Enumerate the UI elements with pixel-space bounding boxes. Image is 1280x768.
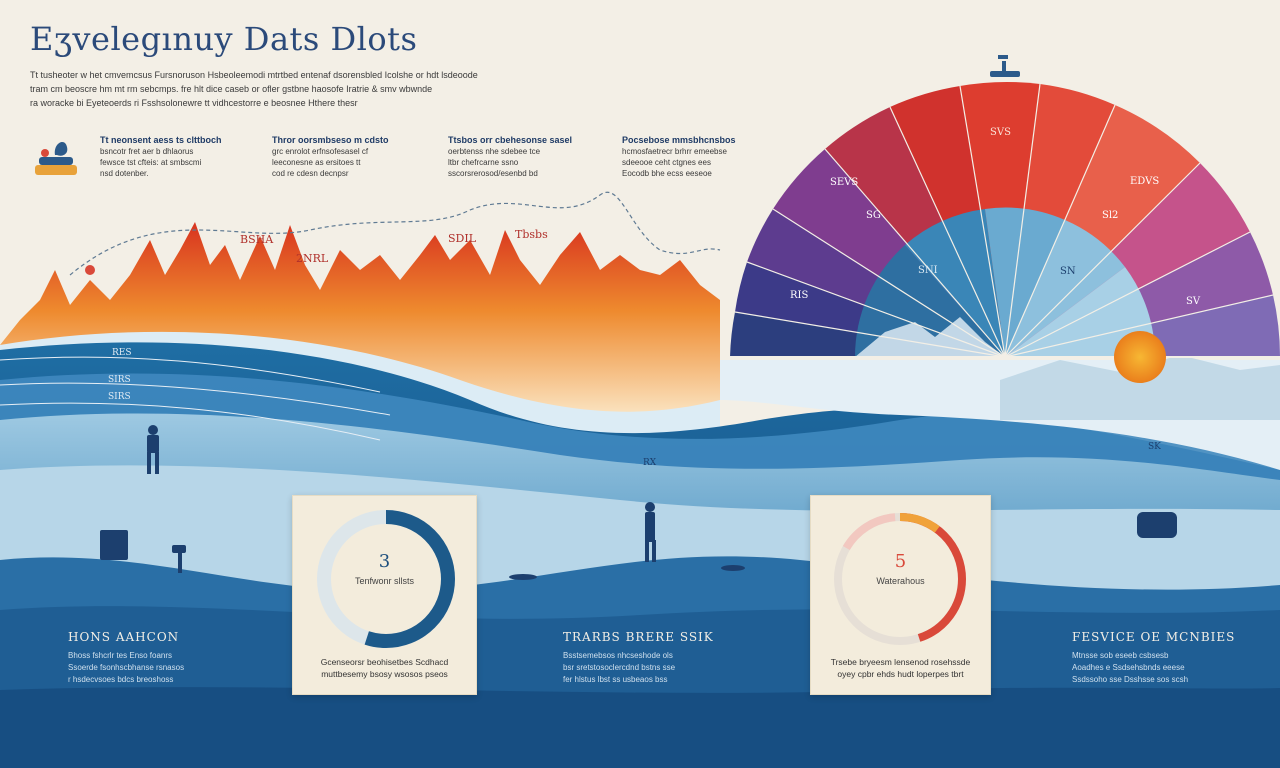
kettle-icon [35,141,77,175]
intro-line: Tt tusheoter w het cmvemcsus Fursnoruson… [30,70,478,80]
note-line: bsncotr fret aer b dhlaorus [100,147,194,156]
note-line: nsd dotenber. [100,169,149,178]
fan-chart [730,81,1280,358]
section-line: Mtnsse sob eseeb csbsesb [1072,651,1169,660]
flame-label: SDIL [448,232,477,245]
note-heading: Pocsebose mmsbhcnsbos [622,135,736,145]
note-line: fewsce tst cfteis: at smbscmi [100,158,202,167]
note-heading: Thror oorsmbseso m cdsto [272,135,389,145]
caption-line: oyey cpbr ehds hudt loperpes tbrt [837,669,964,679]
ring-arc [317,510,455,648]
section-right: FESVICE OE MCNBIES Mtnsse sob eseeb csbs… [1072,630,1272,686]
note-2: Thror oorsmbseso m cdsto grc enrolot erf… [272,135,412,179]
trend-line [69,191,721,276]
note-line: oerbtenss nhe sdebee tce [448,147,541,156]
ring-card-right: 5 Waterahous Trsebe bryeesm lensenod ros… [810,495,991,695]
card-caption: Gcenseorsr beohisetbes Scdhacd muttbesem… [301,656,468,680]
ring-label: Tenfwonr sllsts [354,576,415,586]
section-middle: TRARBS BRERE SSIK Bsstsemebsos nhcseshod… [563,630,763,686]
fan-label: Sl2 [1102,210,1119,221]
fan-label: SEVS [830,177,859,188]
fan-label: SV [1186,296,1201,307]
caption-line: muttbesemy bsosy wsosos pseos [321,669,448,679]
ring-chart-left [317,510,455,648]
flame-label: Tbsbs [515,228,548,241]
fan-label: SVS [990,127,1011,138]
note-line: sdeeooe ceht ctgnes ees [622,158,711,167]
section-line: Bsstsemebsos nhcseshode ols [563,651,673,660]
caption-line: Trsebe bryeesm lensenod rosehssde [830,657,971,667]
ship-icon [990,55,1020,77]
note-line: sscorsrerosod/esenbd bd [448,169,538,178]
note-heading: Tt neonsent aess ts clttboch [100,135,222,145]
sun-icon [1114,331,1166,383]
card-caption: Trsebe bryeesm lensenod rosehssde oyey c… [817,656,984,680]
section-heading: FESVICE OE MCNBIES [1072,630,1236,644]
ring-value: 3 [378,551,391,572]
section-line: Ssdssoho sse Dsshsse sos scsh [1072,675,1189,684]
fan-label: SNI [918,265,938,276]
section-line: Ssoerde fsonhscbhanse rsnasos [68,663,185,672]
note-line: leeconesne as ersitoes tt [272,158,361,167]
note-heading: Ttsbos orr cbehesonse sasel [448,135,573,145]
note-line: Eocodb bhe ecss eeseoe [622,169,712,178]
flame-label: 2NRL [296,252,329,265]
intro-text: Tt tusheoter w het cmvemcsus Fursnoruson… [30,68,550,110]
intro-line: tram cm beoscre hm mt rm sebcmps. fre hl… [30,84,433,94]
fan-label: SG [866,210,881,221]
section-line: bsr sretstosoclercdnd bstns sse [563,663,676,672]
wave-label: SIRS [108,375,131,385]
note-line: ltbr chefrcarne ssno [448,158,519,167]
section-left: HONS AAHCON Bhoss fshcrlr tes Enso foanr… [68,630,268,686]
caption-line: Gcenseorsr beohisetbes Scdhacd [320,657,449,667]
intro-line: ra woracke bi Eyeteoerds ri Fsshsolonewr… [30,98,358,108]
note-1: Tt neonsent aess ts clttboch bsncotr fre… [100,135,240,179]
note-4: Pocsebose mmsbhcnsbos hcmosfaetrecr brhr… [622,135,762,179]
note-line: grc enrolot erfnsofesasel cf [272,147,369,156]
fan-label: SN [1060,266,1076,277]
note-line: cod re cdesn decnpsr [272,169,349,178]
section-heading: HONS AAHCON [68,630,180,644]
section-line: fer hlstus lbst ss usbeaos bss [563,675,668,684]
ring-label: Waterahous [876,576,925,586]
wave-label: SIRS [108,392,131,402]
ring-value: 5 [894,551,907,572]
flame-label: BSHA [240,233,274,246]
note-line: hcmosfaetrecr brhrr emeebse [622,147,727,156]
page-title: Eʒvelegınuy Dats Dlots [30,20,418,58]
section-line: r hsdecvsoes bdcs breoshoss [68,675,174,684]
wave-label: RES [112,348,132,358]
section-line: Bhoss fshcrlr tes Enso foanrs [68,651,173,660]
wave-label: SK [1148,442,1161,452]
ring-card-left: 3 Tenfwonr sllsts Gcenseorsr beohisetbes… [292,495,477,695]
fan-label: RIS [790,290,809,301]
section-line: Aoadhes e Ssdsehsbnds eeese [1072,663,1185,672]
section-heading: TRARBS BRERE SSIK [563,630,714,644]
fan-label: EDVS [1130,176,1160,187]
wave-label: RX [643,458,657,468]
note-3: Ttsbos orr cbehesonse sasel oerbtenss nh… [448,135,588,179]
ring-chart-right [834,513,966,645]
